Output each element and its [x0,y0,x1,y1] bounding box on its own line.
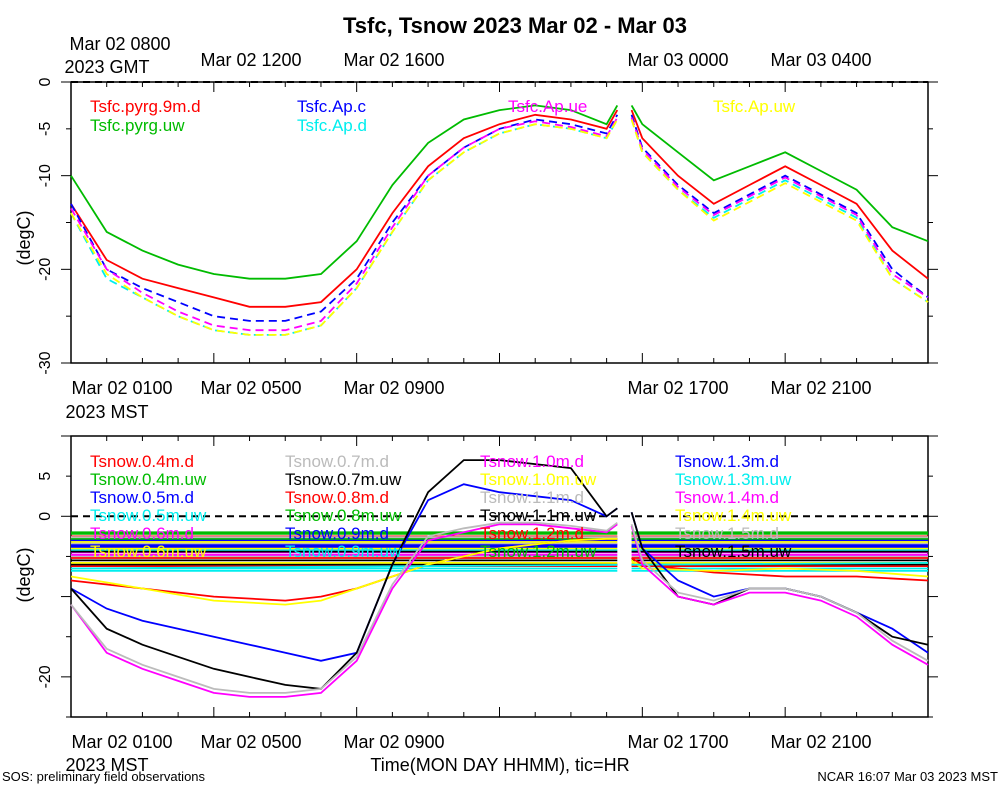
top-axis-first-label: Mar 02 0800 [69,34,170,54]
series-line [70,459,618,690]
legend-entry: Tsnow.0.9m.uw [285,542,402,561]
legend-entry: Tsnow.0.5m.uw [90,506,207,525]
top-axis-tick-label: Mar 03 0400 [770,50,871,70]
footer-left-note: SOS: preliminary field observations [2,769,206,784]
legend-entry: Tsnow.0.7m.uw [285,470,402,489]
footer-right-timestamp: NCAR 16:07 Mar 03 2023 MST [817,769,998,784]
legend-entry: Tsnow.0.6m.uw [90,542,207,561]
legend-entry: Tsnow.1.3m.uw [675,470,792,489]
tsnow-bottom-axis: Mar 02 0100 2023 MST Mar 02 0500 Mar 02 … [65,732,871,775]
top-axis-tick-label: Mar 03 0000 [627,50,728,70]
bottom-axis-tick-label: Mar 02 0500 [200,732,301,752]
legend-entry: Tsnow.0.4m.d [90,452,194,471]
series-line [70,523,618,698]
legend-entry: Tsnow.1.5m.uw [675,542,792,561]
legend-entry: Tsnow.1.3m.d [675,452,779,471]
top-axis-tick-label: Mar 02 1200 [200,50,301,70]
legend-entry: Tsfc.Ap.ue [508,97,587,116]
tsfc-y-axis-label: (degC) [14,210,34,265]
series-line [631,557,929,582]
series-line [630,114,929,299]
legend-entry: Tsfc.pyrg.uw [90,116,185,135]
legend-entry: Tsnow.1.2m.uw [480,542,597,561]
top-axis-tick-label: Mar 02 1600 [343,50,444,70]
legend-entry: Tsnow.0.7m.d [285,452,389,471]
y-tick-label: 5 [37,472,54,481]
series-line [630,104,929,243]
x-axis-title: Time(MON DAY HHMM), tic=HR [370,755,629,775]
bottom-axis-tick-label: Mar 02 2100 [770,732,871,752]
tsfc-bottom-axis: Mar 02 0100 2023 MST Mar 02 0500 Mar 02 … [65,378,871,422]
legend-entry: Tsfc.Ap.c [297,97,366,116]
legend-entry: Tsnow.0.9m.d [285,524,389,543]
series-line [70,521,618,694]
legend-entry: Tsfc.Ap.d [297,116,367,135]
series-line [631,562,929,566]
tsfc-axis-ticks: 0 -5 -10 -20 -30 [37,77,938,375]
legend-entry: Tsnow.0.5m.d [90,488,194,507]
top-axis: Mar 02 0800 2023 GMT Mar 02 1200 Mar 02 … [64,34,871,77]
y-tick-label: -10 [37,164,54,187]
bottom-axis-tick-label: Mar 02 1700 [627,732,728,752]
tsnow-panel: 50-20 Tsnow.0.4m.dTsnow.0.4m.uwTsnow.0.5… [14,435,938,718]
legend-entry: Tsnow.1.4m.uw [675,506,792,525]
legend-entry: Tsnow.1.2m.d [480,524,584,543]
legend-entry: Tsfc.Ap.uw [713,97,796,116]
series-line [70,119,619,336]
legend-entry: Tsnow.1.0m.d [480,452,584,471]
tsnow-y-axis-label: (degC) [14,547,34,602]
mid-axis-tick-label: Mar 02 2100 [770,378,871,398]
y-tick-label: -30 [37,351,54,374]
mid-axis-first-sublabel: 2023 MST [65,402,148,422]
series-line [70,537,618,606]
tsfc-legend: Tsfc.pyrg.9m.dTsfc.pyrg.uwTsfc.Ap.cTsfc.… [90,97,796,135]
series-line [70,114,619,322]
legend-entry: Tsnow.1.5m.d [675,524,779,543]
legend-entry: Tsnow.0.8m.uw [285,506,402,525]
tsnow-axis-ticks: 5 0 -20 [37,435,938,718]
series-line [70,117,619,332]
series-line [70,104,619,280]
top-axis-first-sublabel: 2023 GMT [64,57,149,77]
series-line [630,119,929,303]
mid-axis-tick-label: Mar 02 0900 [343,378,444,398]
mid-axis-tick-label: Mar 02 1700 [627,378,728,398]
series-line [630,525,929,666]
series-line [630,119,929,303]
tsnow-legend: Tsnow.0.4m.dTsnow.0.4m.uwTsnow.0.5m.dTsn… [90,452,792,561]
legend-entry: Tsnow.0.4m.uw [90,470,207,489]
legend-entry: Tsnow.1.0m.uw [480,470,597,489]
legend-entry: Tsnow.1.1m.d [480,488,584,507]
legend-entry: Tsfc.pyrg.9m.d [90,97,201,116]
chart-title: Tsfc, Tsnow 2023 Mar 02 - Mar 03 [343,13,687,38]
series-line [631,559,929,578]
mid-axis-first-label: Mar 02 0100 [71,378,172,398]
legend-entry: Tsnow.1.4m.d [675,488,779,507]
series-line [70,119,619,336]
series-line [630,117,929,299]
series-line [70,109,619,308]
y-tick-label: -20 [37,665,54,688]
series-line [630,109,929,280]
bottom-axis-first-label: Mar 02 0100 [71,732,172,752]
legend-entry: Tsnow.1.1m.uw [480,506,597,525]
series-line [70,564,618,570]
bottom-axis-tick-label: Mar 02 0900 [343,732,444,752]
series-line [630,524,929,662]
y-tick-label: -5 [37,122,54,136]
tsfc-series [70,81,929,336]
legend-entry: Tsnow.0.8m.d [285,488,389,507]
y-tick-label: 0 [37,77,54,86]
y-tick-label: -20 [37,258,54,281]
bottom-axis-first-sublabel: 2023 MST [65,755,148,775]
y-tick-label: 0 [37,512,54,521]
mid-axis-tick-label: Mar 02 0500 [200,378,301,398]
legend-entry: Tsnow.0.6m.d [90,524,194,543]
tsnow-series [70,459,929,698]
